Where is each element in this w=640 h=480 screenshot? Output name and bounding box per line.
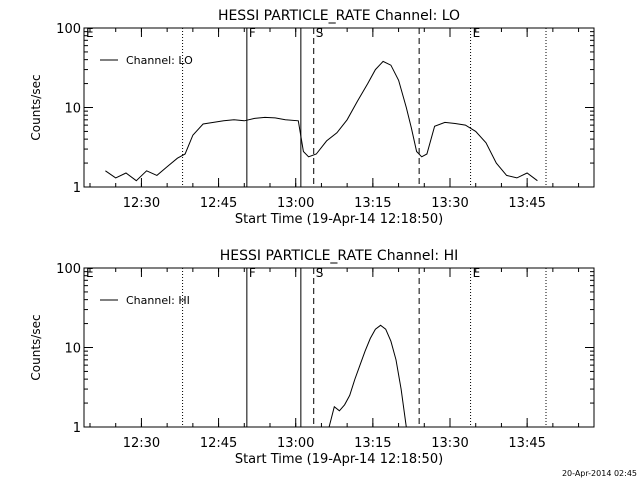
x-tick-label: 13:00 (277, 436, 314, 451)
x-tick-label: 12:30 (123, 436, 160, 451)
x-tick-label: 12:45 (200, 436, 237, 451)
chart-title: HESSI PARTICLE_RATE Channel: HI (220, 248, 458, 264)
chart-panel-1: HESSI PARTICLE_RATE Channel: LO 1 10 100 12:… (29, 8, 595, 227)
legend-label: Channel: HI (126, 294, 190, 307)
y-tick-label: 10 (64, 342, 81, 357)
event-marker-label: S (316, 26, 324, 40)
event-marker-label: S (316, 266, 324, 280)
y-tick-label: 100 (56, 22, 81, 37)
x-tick-label: 12:30 (123, 196, 160, 211)
x-tick-label: 13:30 (431, 436, 468, 451)
y-tick-label: 1 (73, 421, 81, 436)
chart-title: HESSI PARTICLE_RATE Channel: LO (218, 8, 460, 24)
event-marker-label: E (473, 26, 481, 40)
x-tick-label: 13:00 (277, 196, 314, 211)
y-tick-label: 100 (56, 262, 81, 277)
event-marker-label: F (249, 266, 256, 280)
y-axis-label: Counts/sec (29, 314, 43, 380)
event-marker-label: E (86, 26, 94, 40)
event-marker-label: E (86, 266, 94, 280)
y-tick-label: 1 (73, 181, 81, 196)
event-marker-label: F (249, 26, 256, 40)
x-tick-label: 13:15 (354, 196, 391, 211)
x-tick-label: 13:15 (354, 436, 391, 451)
series-line (105, 60, 538, 182)
footer-timestamp: 20-Apr-2014 02:45 (562, 469, 637, 478)
x-tick-label: 13:30 (431, 196, 468, 211)
series-line (328, 324, 407, 428)
legend-label: Channel: LO (126, 54, 193, 67)
x-axis-label: Start Time (19-Apr-14 12:18:50) (235, 452, 443, 467)
x-tick-label: 13:45 (508, 196, 545, 211)
y-axis-label: Counts/sec (29, 74, 43, 140)
chart-panel-2: HESSI PARTICLE_RATE Channel: HI 1 10 100 12:… (29, 248, 595, 467)
event-marker-label: E (473, 266, 481, 280)
x-axis-label: Start Time (19-Apr-14 12:18:50) (235, 212, 443, 227)
x-tick-label: 13:45 (508, 436, 545, 451)
y-tick-label: 10 (64, 102, 81, 117)
x-tick-label: 12:45 (200, 196, 237, 211)
